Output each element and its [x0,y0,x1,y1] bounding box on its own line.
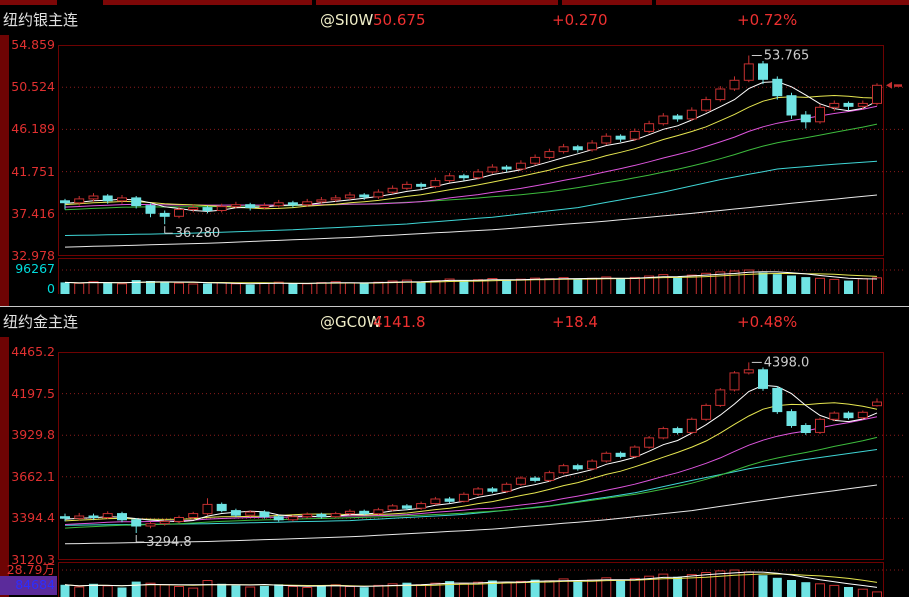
high-annotation: 53.765 [751,49,810,64]
candlestick-series [60,55,882,225]
price-axis-label: 3929.8 [11,427,55,443]
current-volume-value: 84684 [15,577,55,592]
ma-lines [64,81,878,248]
svg-text:53.765: 53.765 [764,49,810,64]
price-axis-label: 4197.5 [11,385,55,401]
instrument-name: 纽约金主连 [3,313,79,331]
price-gridlines [58,393,905,519]
volume-axis-label: 96267 [15,261,55,276]
volume-panel-border [58,562,884,597]
volume-axis-label: 0 [47,281,55,296]
quote-header-gold[interactable]: 纽约金主连 @GC0W 4141.8 +18.4 +0.48% [0,307,909,337]
price-change: +18.4 [552,313,598,331]
svg-text:4398.0: 4398.0 [764,355,810,370]
price-panel-border [58,352,884,560]
price-axis-label: 50.524 [11,79,55,95]
price-axis-label: 3120.3 [11,552,55,567]
price-chart-silver[interactable]: 53.765 36.280 [58,45,905,256]
volume-bars [60,269,882,294]
strip-gap [558,0,562,5]
volume-chart-silver[interactable] [58,258,905,294]
instrument-name: 纽约银主连 [3,11,79,29]
instrument-symbol: @GC0W [320,313,382,331]
top-border-strip [0,0,909,5]
price-axis-label: 41.751 [11,163,55,179]
price-axis-label: 3394.4 [11,510,55,526]
low-annotation: 36.280 [164,226,221,241]
svg-text:3294.8: 3294.8 [146,535,192,550]
price-change-percent: +0.72% [737,11,798,29]
panel-separator [0,306,909,307]
price-axis-label: 4465.2 [11,344,55,359]
high-annotation: 4398.0 [751,355,810,370]
price-axis-label: 54.859 [11,37,55,52]
volume-chart-gold[interactable] [58,562,905,597]
candlestick-series [60,362,882,533]
price-axis-label: 32.978 [11,248,55,263]
volume-ma-lines [64,271,878,285]
volume-panel-border [58,258,884,294]
volume-ma-lines [64,571,878,588]
quote-header-silver[interactable]: 纽约银主连 @SI0W 50.675 +0.270 +0.72% [0,5,909,35]
price-axis-label: 46.189 [11,121,55,137]
price-axis-label: 37.416 [11,205,55,221]
low-annotation: 3294.8 [135,535,192,550]
price-axis-label: 3662.1 [11,468,55,484]
volume-axis-label: 28.79万 [6,562,55,577]
last-price: 50.675 [373,11,426,29]
last-price: 4141.8 [373,313,426,331]
svg-text:36.280: 36.280 [175,226,221,241]
last-price-marker [886,81,902,89]
price-gridlines [58,86,905,215]
strip-gap [652,0,656,5]
price-chart-gold[interactable]: 4398.0 3294.8 [58,352,905,560]
volume-bars [60,569,882,597]
instrument-symbol: @SI0W [320,11,374,29]
current-volume-highlight: 84684 [0,576,57,595]
strip-gap [57,0,103,5]
strip-gap [312,0,316,5]
ma-lines [64,384,878,545]
price-change: +0.270 [552,11,608,29]
price-change-percent: +0.48% [737,313,798,331]
price-panel-border [58,45,884,256]
